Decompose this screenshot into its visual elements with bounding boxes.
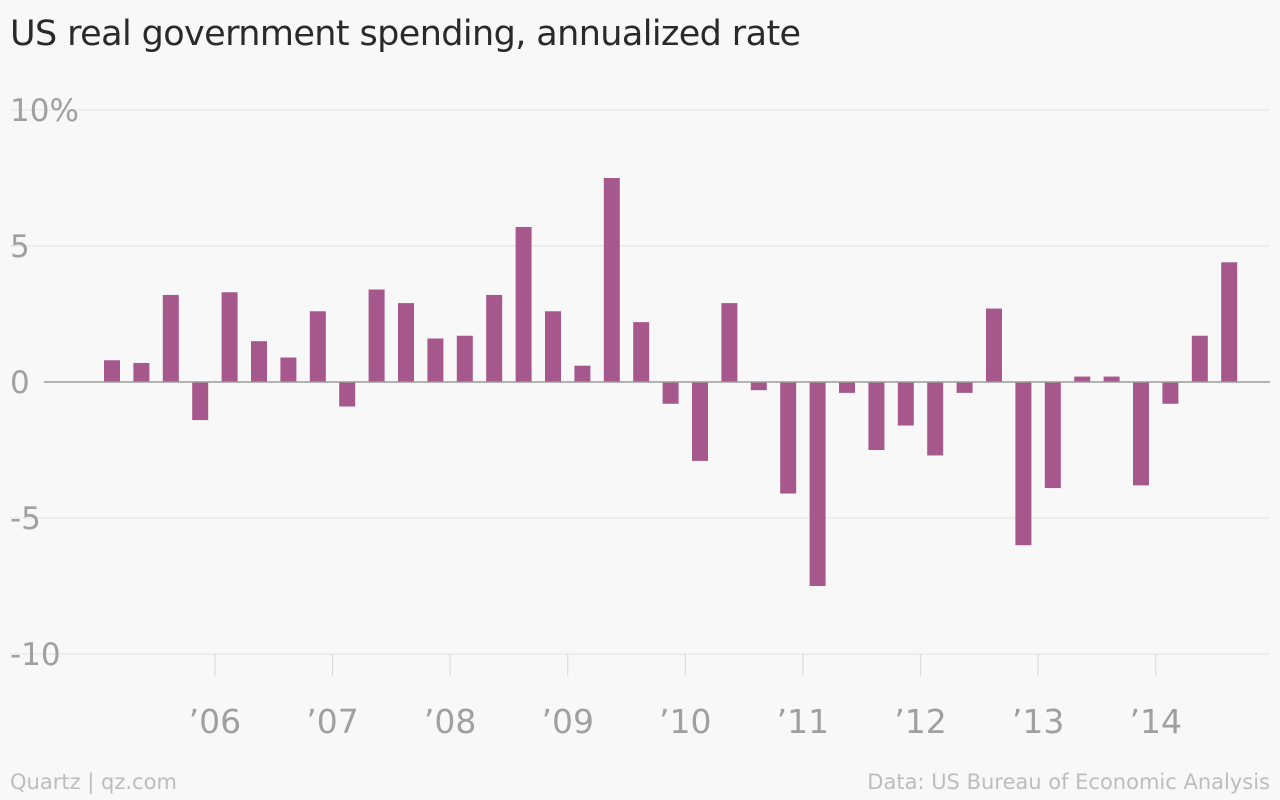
footer-credit: Quartz | qz.com bbox=[10, 770, 177, 794]
bar: 2012 Q4: -6 bbox=[1015, 382, 1032, 546]
bar: 2012 Q1: -2.7 bbox=[927, 382, 944, 456]
chart-title: US real government spending, annualized … bbox=[10, 14, 801, 54]
bar: 2007 Q2: 3.4 bbox=[368, 289, 385, 382]
bar: 2009 Q1: 0.6 bbox=[574, 365, 591, 382]
bar: 2012 Q3: 2.7 bbox=[986, 308, 1002, 382]
bar: 2013 Q3: 0.2 bbox=[1103, 376, 1120, 382]
bar: 2006 Q1: 3.3 bbox=[221, 292, 238, 382]
bar: 2006 Q3: 0.9 bbox=[280, 357, 297, 382]
bar: 2008 Q2: 3.2 bbox=[486, 294, 503, 382]
bar: 2006 Q2: 1.5 bbox=[251, 341, 267, 382]
x-tick-label: ’09 bbox=[541, 702, 593, 741]
bar: 2014 Q1: -0.8 bbox=[1162, 382, 1179, 404]
gridlines bbox=[10, 109, 1270, 655]
y-tick-label: 10% bbox=[10, 93, 79, 129]
bars: 2005 Q1: 0.8 2005 Q2: 0.7 2005 Q3: 3.2 2005… bbox=[104, 178, 1238, 586]
y-axis-labels: 10% 5 0 -5 -10 bbox=[10, 93, 79, 673]
x-tick-label: ’07 bbox=[306, 702, 358, 741]
footer-data-source: Data: US Bureau of Economic Analysis bbox=[867, 770, 1270, 794]
bar: 2014 Q3: 4.4 bbox=[1221, 262, 1238, 382]
x-tick-label: ’11 bbox=[777, 702, 829, 741]
bar: 2014 Q2: 1.7 bbox=[1191, 335, 1208, 382]
bar: 2009 Q4: -0.8 bbox=[662, 382, 679, 404]
x-tick-label: ’08 bbox=[424, 702, 476, 741]
y-tick-label: -5 bbox=[10, 501, 41, 537]
bar: 2010 Q1: -2.9 bbox=[692, 382, 708, 461]
y-tick-label: 0 bbox=[10, 365, 30, 401]
bar: 2011 Q2: -0.4 bbox=[839, 382, 855, 393]
bar: 2011 Q1: -7.5 bbox=[809, 382, 826, 586]
bar: 2008 Q3: 5.7 bbox=[515, 226, 532, 382]
x-tick-marks bbox=[214, 654, 1157, 676]
bar: 2010 Q4: -4.1 bbox=[780, 382, 797, 494]
x-tick-label: ’06 bbox=[189, 702, 241, 741]
bar: 2013 Q4: -3.8 bbox=[1133, 382, 1149, 486]
bar: 2006 Q4: 2.6 bbox=[309, 311, 326, 382]
bar: 2007 Q3: 2.9 bbox=[398, 303, 414, 382]
x-tick-label: ’10 bbox=[659, 702, 711, 741]
bar: 2005 Q1: 0.8 bbox=[104, 360, 120, 382]
bar: 2012 Q2: -0.4 bbox=[956, 382, 973, 393]
bar: 2011 Q3: -2.5 bbox=[868, 382, 885, 450]
bar: 2007 Q4: 1.6 bbox=[427, 338, 444, 382]
bar: 2009 Q3: 2.2 bbox=[633, 322, 650, 382]
bar: 2005 Q3: 3.2 bbox=[162, 294, 179, 382]
bar: 2008 Q1: 1.7 bbox=[456, 335, 473, 382]
x-tick-label: ’12 bbox=[894, 702, 946, 741]
bar: 2005 Q2: 0.7 bbox=[133, 362, 150, 382]
y-tick-label: -10 bbox=[10, 637, 61, 673]
bar: 2009 Q2: 7.5 bbox=[603, 178, 620, 382]
bar: 2013 Q1: -3.9 bbox=[1044, 382, 1061, 489]
x-axis-labels: ’06 ’07 ’08 ’09 ’10 ’11 ’12 ’13 ’14 bbox=[189, 702, 1182, 741]
bar: 2010 Q3: -0.3 bbox=[750, 382, 767, 391]
y-tick-label: 5 bbox=[10, 229, 30, 265]
bar: 2007 Q1: -0.9 bbox=[339, 382, 356, 407]
bar: 2008 Q4: 2.6 bbox=[545, 311, 561, 382]
bar: 2013 Q2: 0.2 bbox=[1074, 376, 1091, 382]
bar: 2005 Q4: -1.4 bbox=[192, 382, 209, 421]
bar: 2010 Q2: 2.9 bbox=[721, 303, 738, 382]
x-tick-label: ’13 bbox=[1012, 702, 1064, 741]
bar: 2011 Q4: -1.6 bbox=[897, 382, 914, 426]
x-tick-label: ’14 bbox=[1129, 702, 1181, 741]
